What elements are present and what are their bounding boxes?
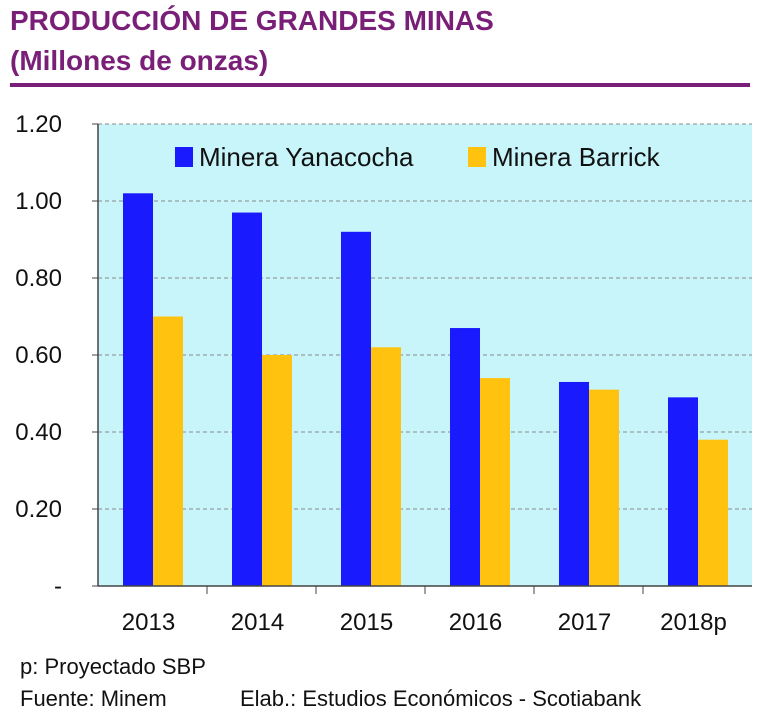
legend: Minera Yanacocha Minera Barrick	[175, 142, 661, 172]
bar-yanacocha-2016	[450, 328, 480, 586]
y-tick-label: 0.20	[15, 496, 62, 523]
chart-title: PRODUCCIÓN DE GRANDES MINAS	[10, 5, 494, 36]
bar-yanacocha-2014	[232, 212, 262, 587]
y-tick-label: 1.20	[15, 111, 62, 138]
bar-barrick-2014	[262, 355, 292, 586]
y-tick-label: 0.60	[15, 342, 62, 369]
y-tick-label: 1.00	[15, 188, 62, 215]
bar-yanacocha-2017	[559, 381, 589, 586]
legend-label: Minera Yanacocha	[199, 142, 414, 172]
bar-barrick-2018p	[698, 439, 728, 586]
x-tick-label: 2013	[122, 609, 175, 636]
bar-barrick-2015	[371, 347, 401, 586]
legend-swatch	[468, 147, 486, 167]
x-tick-label: 2015	[340, 609, 393, 636]
bar-yanacocha-2015	[341, 231, 371, 587]
footnote-elaboration: Elab.: Estudios Económicos - Scotiabank	[240, 686, 642, 711]
bar-barrick-2013	[153, 316, 183, 586]
y-tick-label: 0.40	[15, 419, 62, 446]
x-tick-labels: 2013 2014 2015 2016 2017 2018p	[122, 609, 727, 636]
x-tick-label: 2018p	[660, 609, 727, 636]
footnote-source: Fuente: Minem	[20, 686, 167, 711]
legend-swatch	[175, 147, 193, 167]
axes	[97, 124, 752, 594]
x-tick-label: 2014	[231, 609, 284, 636]
bar-barrick-2016	[480, 378, 510, 586]
y-tick-label: 0.80	[15, 265, 62, 292]
chart-subtitle: (Millones de onzas)	[10, 45, 269, 76]
legend-label: Minera Barrick	[492, 142, 661, 172]
x-tick-label: 2017	[558, 609, 611, 636]
bars	[123, 193, 728, 587]
y-tick-label: -	[54, 573, 62, 600]
y-tick-labels: - 0.20 0.40 0.60 0.80 1.00 1.20	[15, 111, 62, 600]
footnote-source-line: Fuente: Minem Elab.: Estudios Económicos…	[20, 686, 641, 712]
bar-barrick-2017	[589, 389, 619, 586]
bar-yanacocha-2013	[123, 193, 153, 587]
footnote-projection: p: Proyectado SBP	[20, 654, 206, 679]
x-tick-label: 2016	[449, 609, 502, 636]
bar-yanacocha-2018p	[668, 397, 698, 586]
title-divider	[10, 83, 750, 87]
gridlines	[92, 123, 752, 587]
